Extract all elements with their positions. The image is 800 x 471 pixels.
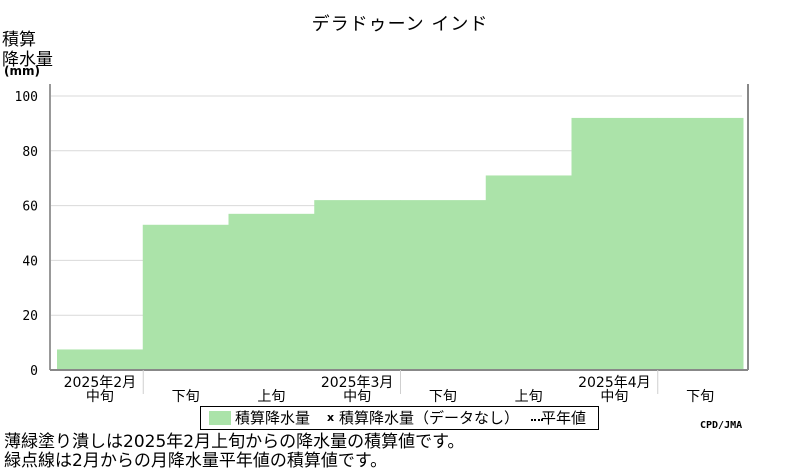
y-tick-label-0: 0 bbox=[30, 364, 38, 379]
bar-0 bbox=[57, 349, 144, 370]
y-axis-label-line-2: 降水量 bbox=[2, 50, 53, 70]
x-month-label-3: 2025年3月 bbox=[321, 375, 394, 391]
y-tick-label-100: 100 bbox=[15, 90, 38, 105]
y-tick-label-40: 40 bbox=[22, 254, 38, 269]
bar-1 bbox=[142, 224, 229, 370]
x-period-label-7: 下旬 bbox=[686, 389, 714, 405]
x-month-label-6: 2025年4月 bbox=[578, 375, 651, 391]
y-tick-label-20: 20 bbox=[22, 309, 38, 324]
bar-3 bbox=[314, 200, 401, 370]
x-period-label-0: 中旬 bbox=[86, 389, 114, 405]
legend-label-normal: 平年値 bbox=[541, 409, 587, 427]
credit-text: CPD/JMA bbox=[700, 420, 743, 431]
bar-4 bbox=[400, 200, 487, 370]
bar-2 bbox=[228, 213, 315, 370]
note-line-1: 薄緑塗り潰しは2025年2月上旬からの降水量の積算値です。 bbox=[4, 432, 465, 452]
legend-label-accumulated: 積算降水量 bbox=[235, 409, 311, 427]
x-period-label-4: 下旬 bbox=[429, 389, 457, 405]
chart-title: デラドゥーン インド bbox=[311, 14, 489, 35]
y-axis-unit: (mm) bbox=[4, 64, 40, 78]
x-period-label-6: 中旬 bbox=[600, 389, 628, 405]
x-period-label-5: 上旬 bbox=[515, 389, 543, 405]
legend-dotted-line bbox=[531, 419, 543, 421]
y-tick-label-60: 60 bbox=[22, 200, 38, 215]
legend: 積算降水量 x 積算降水量（データなし） 平年値 bbox=[200, 406, 599, 430]
y-axis-label-line-1: 積算 bbox=[2, 30, 36, 50]
y-tick-label-80: 80 bbox=[22, 145, 38, 160]
x-month-label-0: 2025年2月 bbox=[64, 375, 137, 391]
x-period-label-2: 上旬 bbox=[257, 389, 285, 405]
bar-6 bbox=[571, 117, 658, 370]
legend-label-no-data: 積算降水量（データなし） bbox=[339, 409, 520, 427]
bar-5 bbox=[485, 175, 572, 370]
legend-swatch bbox=[209, 411, 231, 425]
bar-7 bbox=[657, 117, 744, 370]
legend-x-marker: x bbox=[327, 411, 335, 424]
note-line-2: 緑点線は2月からの月降水量平年値の積算値です。 bbox=[4, 451, 388, 471]
x-period-label-3: 中旬 bbox=[343, 389, 371, 405]
x-period-label-1: 下旬 bbox=[172, 389, 200, 405]
